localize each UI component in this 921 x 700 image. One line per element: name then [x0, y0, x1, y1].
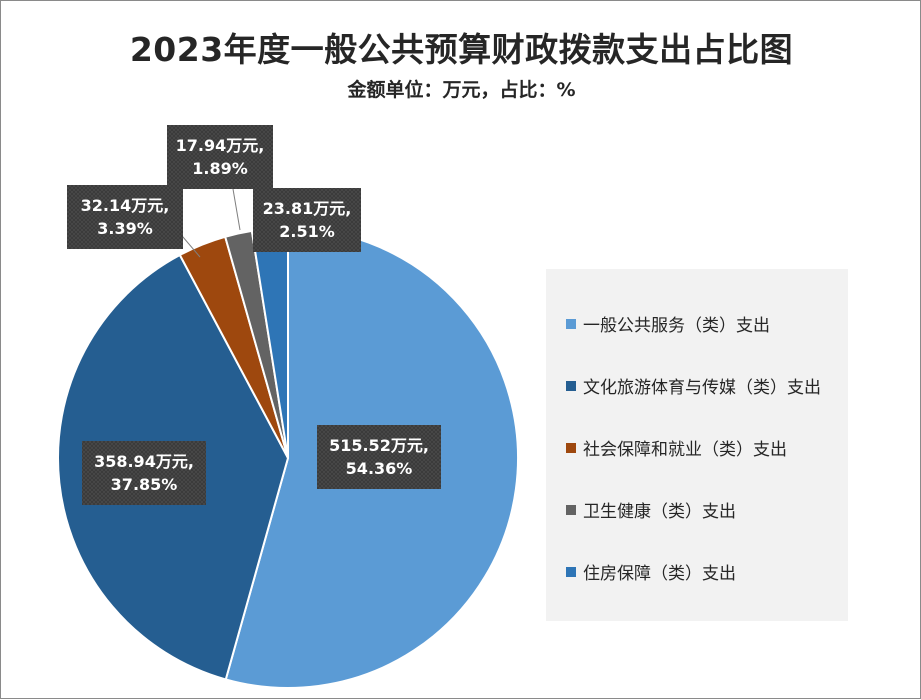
data-label-amount: 32.14万元, [81, 196, 170, 215]
data-label-2: 358.94万元, 37.85% [82, 441, 206, 505]
data-label-5: 23.81万元, 2.51% [253, 188, 361, 252]
data-label-percent: 1.89% [192, 159, 248, 178]
data-label-box-4 [167, 125, 273, 189]
data-label-amount: 358.94万元, [94, 452, 194, 471]
data-label-amount: 515.52万元, [329, 436, 429, 455]
legend-label: 住房保障（类）支出 [583, 564, 736, 584]
data-label-4: 17.94万元, 1.89% [167, 125, 273, 189]
data-label-box-3 [67, 185, 183, 249]
data-label-percent: 54.36% [346, 459, 413, 478]
legend-swatch [566, 319, 576, 329]
legend-label: 一般公共服务（类）支出 [583, 316, 770, 336]
legend-item-3: 社会保障和就业（类）支出 [566, 435, 787, 460]
data-label-1: 515.52万元, 54.36% [317, 425, 441, 489]
legend-item-5: 住房保障（类）支出 [566, 559, 736, 584]
data-label-box-2 [82, 441, 206, 505]
legend-swatch [566, 567, 576, 577]
legend-label: 卫生健康（类）支出 [583, 502, 736, 522]
data-label-percent: 37.85% [111, 475, 178, 494]
data-label-percent: 2.51% [279, 222, 335, 241]
data-label-box-1 [317, 425, 441, 489]
legend-item-2: 文化旅游体育与传媒（类）支出 [566, 373, 821, 398]
data-label-amount: 23.81万元, [263, 199, 352, 218]
legend-item-4: 卫生健康（类）支出 [566, 497, 736, 522]
data-label-box-5 [253, 188, 361, 252]
chart-title: 2023年度一般公共预算财政拨款支出占比图 [129, 30, 794, 69]
chart-subtitle: 金额单位：万元，占比：% [347, 79, 576, 101]
chart-legend: 一般公共服务（类）支出文化旅游体育与传媒（类）支出 社会保障和就业（类）支出 卫生健… [546, 269, 848, 621]
data-label-percent: 3.39% [97, 219, 153, 238]
legend-swatch [566, 505, 576, 515]
data-label-amount: 17.94万元, [176, 136, 265, 155]
legend-label: 社会保障和就业（类）支出 [583, 440, 787, 460]
legend-swatch [566, 443, 576, 453]
legend-swatch [566, 381, 576, 391]
legend-item-1: 一般公共服务（类）支出 [566, 311, 770, 336]
leader-line-4 [232, 188, 241, 231]
data-label-3: 32.14万元, 3.39% [67, 185, 183, 249]
legend-label: 文化旅游体育与传媒（类）支出 [583, 378, 821, 398]
